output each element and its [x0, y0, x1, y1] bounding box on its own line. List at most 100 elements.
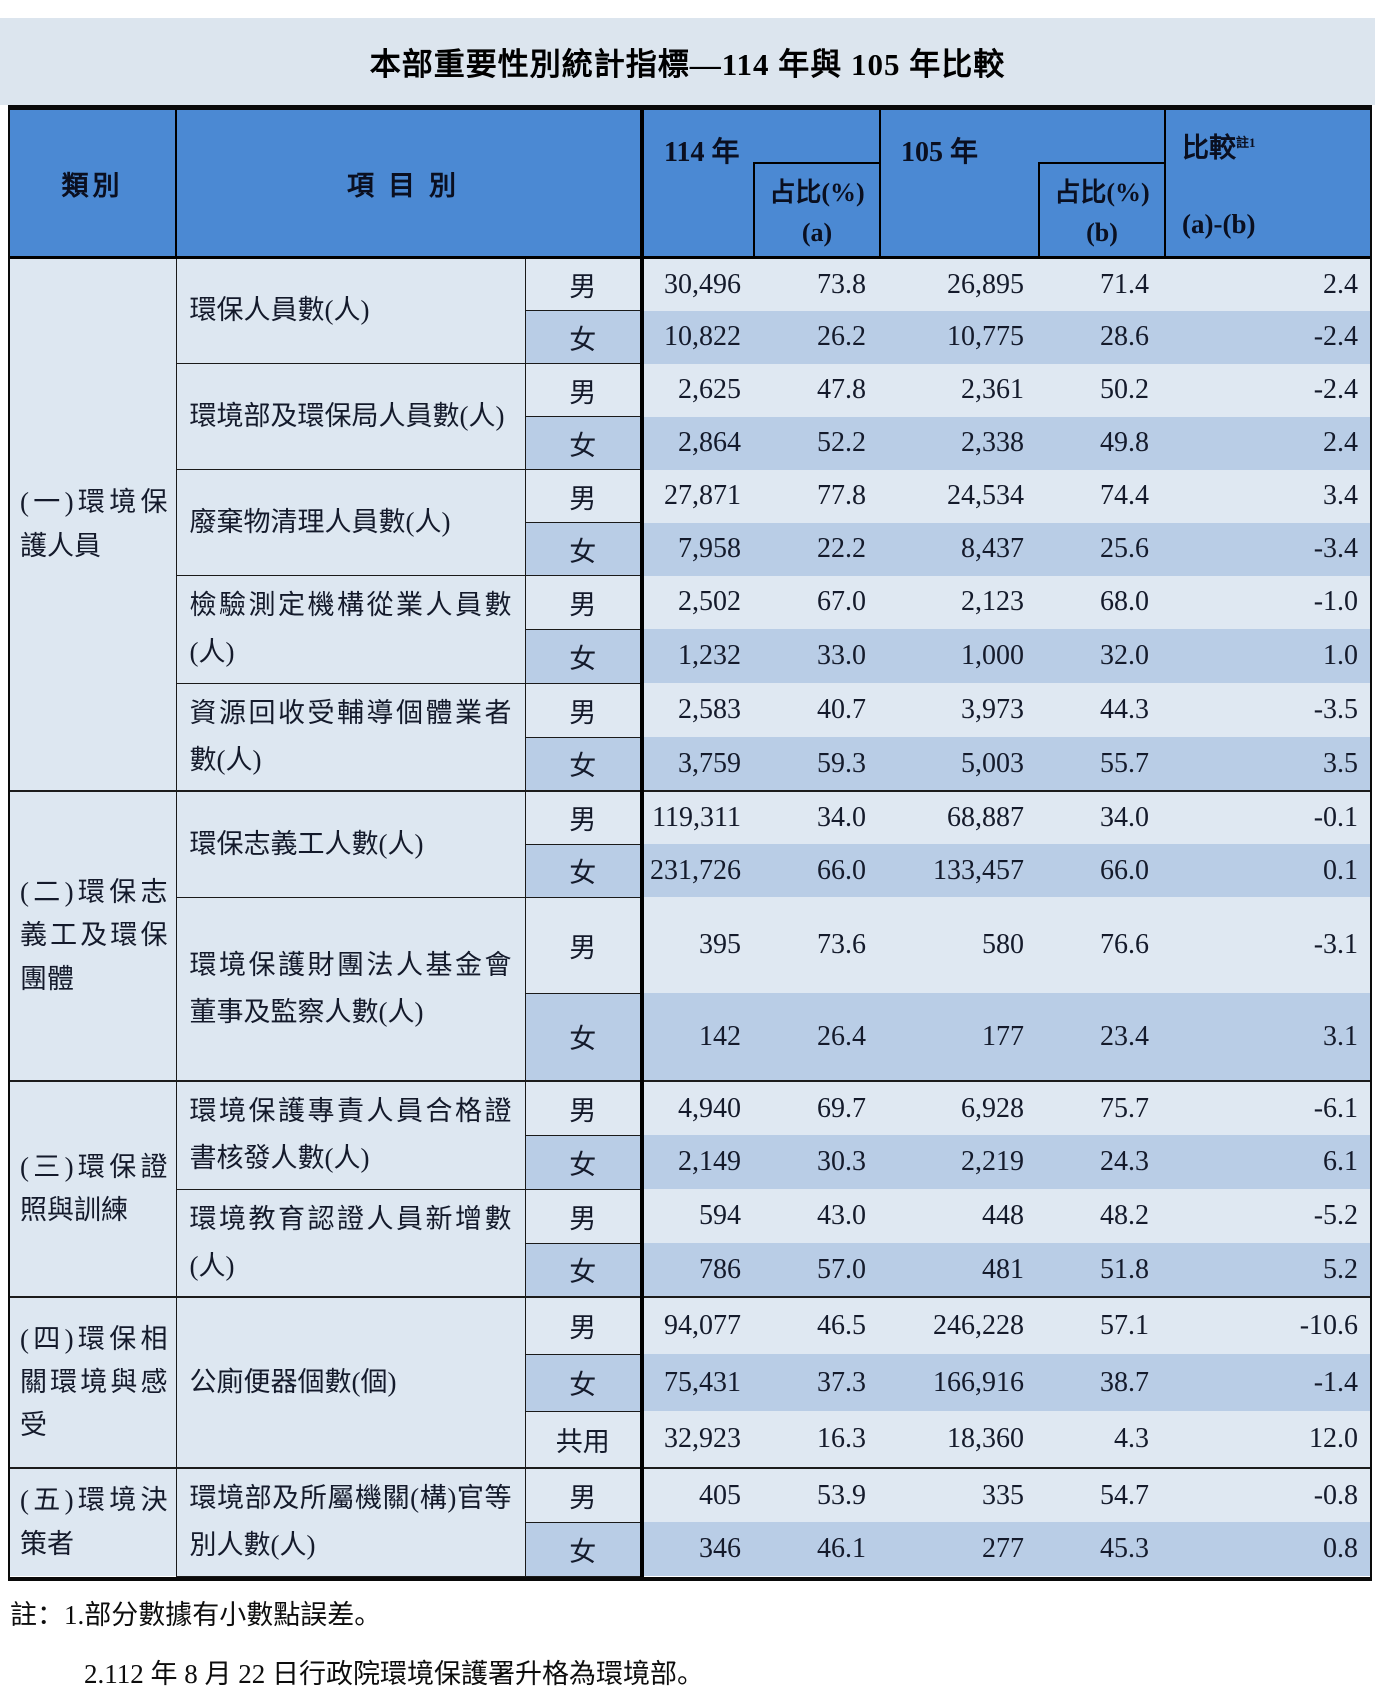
value-105-cell: 8,437 [880, 523, 1040, 576]
value-114-cell: 786 [642, 1243, 755, 1297]
share-a-cell: 30.3 [755, 1135, 880, 1189]
diff-cell: -5.2 [1165, 1189, 1370, 1243]
value-114-cell: 4,940 [642, 1081, 755, 1135]
share-a-cell: 57.0 [755, 1243, 880, 1297]
share-b-cell: 44.3 [1040, 683, 1165, 737]
table-header-row: 類別 項目別 114 年 占比(%) (a) 105 年 占比(%) (b) [10, 110, 1370, 258]
share-b-cell: 4.3 [1040, 1411, 1165, 1468]
gender-cell: 女 [525, 311, 642, 364]
share-a-cell: 69.7 [755, 1081, 880, 1135]
share-b-cell: 48.2 [1040, 1189, 1165, 1243]
share-a-title: 占比(%) [769, 172, 864, 209]
compare-label: 比較註1 [1166, 110, 1370, 165]
gender-cell: 女 [525, 1243, 642, 1297]
share-a-cell: 73.6 [755, 897, 880, 993]
item-cell: 環境部及所屬機關(構)官等別人數(人) [176, 1468, 525, 1576]
gender-cell: 女 [525, 993, 642, 1081]
value-105-cell: 277 [880, 1522, 1040, 1576]
col-header-category: 類別 [10, 110, 176, 258]
share-b-cell: 57.1 [1040, 1297, 1165, 1354]
value-105-cell: 177 [880, 993, 1040, 1081]
diff-cell: 2.4 [1165, 417, 1370, 470]
value-105-cell: 2,123 [880, 576, 1040, 630]
gender-cell: 女 [525, 1354, 642, 1411]
share-a-cell: 59.3 [755, 737, 880, 791]
share-b-cell: 38.7 [1040, 1354, 1165, 1411]
value-114-cell: 119,311 [642, 791, 755, 844]
value-114-cell: 2,625 [642, 364, 755, 417]
title-band: 本部重要性別統計指標—114 年與 105 年比較 [0, 18, 1375, 105]
diff-cell: -1.0 [1165, 576, 1370, 630]
value-114-cell: 10,822 [642, 311, 755, 364]
diff-cell: 5.2 [1165, 1243, 1370, 1297]
value-105-cell: 133,457 [880, 844, 1040, 897]
gender-cell: 男 [525, 683, 642, 737]
gender-cell: 女 [525, 1522, 642, 1576]
gender-cell: 男 [525, 791, 642, 844]
gender-cell: 男 [525, 364, 642, 417]
diff-cell: -2.4 [1165, 364, 1370, 417]
diff-cell: 12.0 [1165, 1411, 1370, 1468]
share-b-cell: 74.4 [1040, 470, 1165, 523]
value-114-cell: 142 [642, 993, 755, 1081]
diff-cell: 3.1 [1165, 993, 1370, 1081]
diff-cell: -3.1 [1165, 897, 1370, 993]
value-114-cell: 27,871 [642, 470, 755, 523]
value-105-cell: 2,361 [880, 364, 1040, 417]
compare-footnote-marker: 註1 [1236, 135, 1256, 150]
diff-cell: 3.5 [1165, 737, 1370, 791]
share-a-cell: 26.2 [755, 311, 880, 364]
diff-cell: -6.1 [1165, 1081, 1370, 1135]
value-105-cell: 26,895 [880, 258, 1040, 311]
item-cell: 檢驗測定機構從業人員數(人) [176, 576, 525, 684]
value-105-cell: 448 [880, 1189, 1040, 1243]
share-b-cell: 71.4 [1040, 258, 1165, 311]
share-a-cell: 37.3 [755, 1354, 880, 1411]
gender-cell: 男 [525, 576, 642, 630]
page-title: 本部重要性別統計指標—114 年與 105 年比較 [370, 39, 1006, 84]
share-b-cell: 32.0 [1040, 629, 1165, 683]
gender-cell: 男 [525, 1189, 642, 1243]
item-cell: 環保志義工人數(人) [176, 791, 525, 897]
category-cell: (一)環境保護人員 [10, 258, 176, 792]
gender-cell: 女 [525, 629, 642, 683]
value-105-cell: 335 [880, 1468, 1040, 1522]
share-b-cell: 28.6 [1040, 311, 1165, 364]
col-header-share-b-box: 占比(%) (b) [1038, 162, 1164, 256]
item-cell: 環保人員數(人) [176, 258, 525, 364]
diff-cell: 1.0 [1165, 629, 1370, 683]
value-105-cell: 246,228 [880, 1297, 1040, 1354]
share-a-cell: 46.5 [755, 1297, 880, 1354]
value-105-cell: 2,338 [880, 417, 1040, 470]
diff-cell: -3.4 [1165, 523, 1370, 576]
item-cell: 環境保護財團法人基金會董事及監察人數(人) [176, 897, 525, 1081]
footnote-2: 2.112 年 8 月 22 日行政院環境保護署升格為環境部。 [84, 1656, 1375, 1694]
share-a-cell: 53.9 [755, 1468, 880, 1522]
diff-cell: -0.1 [1165, 791, 1370, 844]
gender-cell: 女 [525, 523, 642, 576]
value-105-cell: 68,887 [880, 791, 1040, 844]
value-105-cell: 2,219 [880, 1135, 1040, 1189]
diff-cell: -2.4 [1165, 311, 1370, 364]
diff-cell: 0.8 [1165, 1522, 1370, 1576]
diff-cell: 0.1 [1165, 844, 1370, 897]
share-b-cell: 45.3 [1040, 1522, 1165, 1576]
share-a-cell: 47.8 [755, 364, 880, 417]
share-a-cell: 40.7 [755, 683, 880, 737]
share-a-cell: 73.8 [755, 258, 880, 311]
share-a-sub: (a) [802, 218, 832, 248]
gender-cell: 男 [525, 258, 642, 311]
diff-cell: -1.4 [1165, 1354, 1370, 1411]
value-114-cell: 32,923 [642, 1411, 755, 1468]
diff-cell: 6.1 [1165, 1135, 1370, 1189]
value-114-cell: 2,502 [642, 576, 755, 630]
col-header-105-label: 105 年 [881, 110, 1164, 170]
